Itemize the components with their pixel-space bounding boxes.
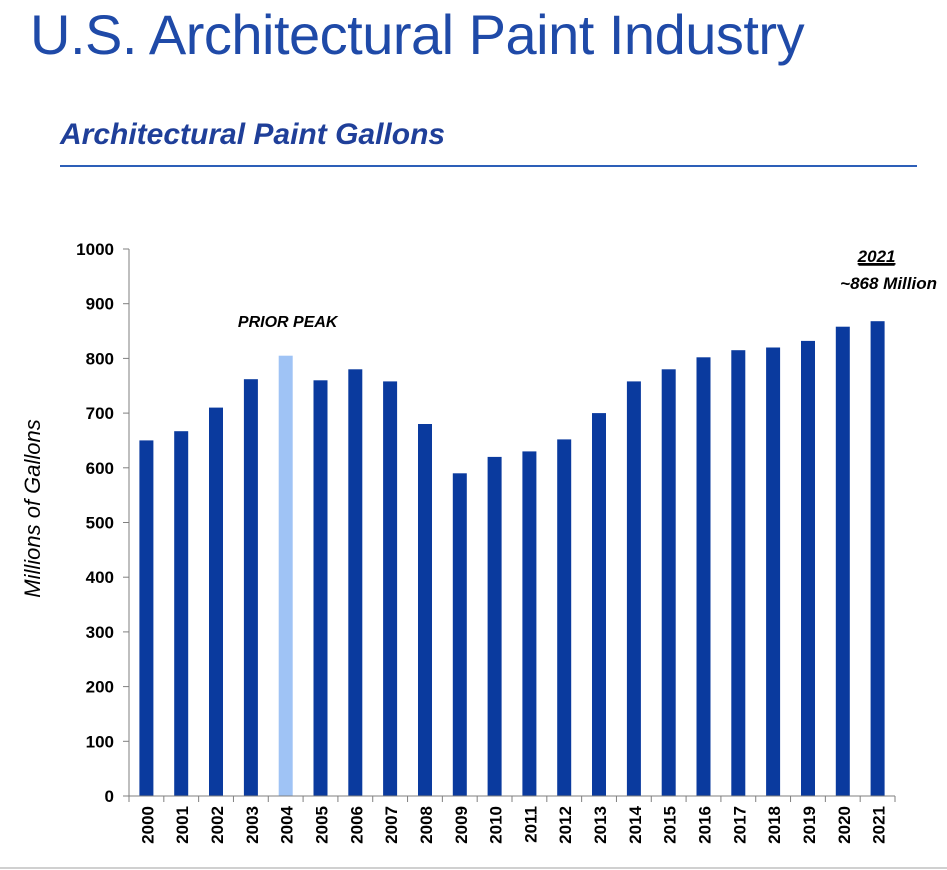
bar-2004 xyxy=(278,355,293,796)
y-axis-title: Millions of Gallons xyxy=(20,419,45,598)
annotation-prior-peak: PRIOR PEAK xyxy=(238,314,339,331)
bar-2020 xyxy=(835,326,850,796)
bar-2002 xyxy=(209,407,223,796)
title-divider xyxy=(60,165,917,167)
x-tick-label-2009: 2009 xyxy=(452,806,471,844)
x-tick-label-2015: 2015 xyxy=(661,806,680,844)
y-tick-label-600: 600 xyxy=(86,459,114,478)
x-tick-label-2003: 2003 xyxy=(243,806,262,844)
x-tick-label-2012: 2012 xyxy=(556,806,575,844)
bar-2017 xyxy=(731,350,746,796)
x-tick-label-2019: 2019 xyxy=(800,806,819,844)
bar-2012 xyxy=(557,439,572,796)
bar-2009 xyxy=(452,473,467,796)
x-tick-label-2008: 2008 xyxy=(417,806,436,844)
x-tick-label-2010: 2010 xyxy=(487,806,506,844)
x-tick-label-2013: 2013 xyxy=(591,806,610,844)
axes-group xyxy=(123,248,896,802)
x-tick-label-2001: 2001 xyxy=(173,806,192,844)
y-tick-label-0: 0 xyxy=(105,787,114,806)
y-tick-label-100: 100 xyxy=(86,732,114,751)
bar-2013 xyxy=(592,413,606,796)
y-tick-label-500: 500 xyxy=(86,514,114,533)
bar-2003 xyxy=(243,379,258,796)
bar-2014 xyxy=(626,381,641,796)
y-tick-label-300: 300 xyxy=(86,623,114,642)
bar-2001 xyxy=(174,431,189,796)
labels-group: 0 100 200 300 400 500 600 700 800 900 1000 2000 2001… xyxy=(20,240,937,844)
y-tick-label-1000: 1000 xyxy=(76,240,114,259)
x-tick-label-2004: 2004 xyxy=(278,805,297,843)
x-tick-label-2017: 2017 xyxy=(730,806,749,844)
bar-2008 xyxy=(418,424,432,796)
annotation-2021-value: ~868 Million xyxy=(840,274,937,293)
y-tick-label-200: 200 xyxy=(86,678,114,697)
chart-title: Architectural Paint Gallons xyxy=(60,118,446,151)
bars-group xyxy=(139,321,885,796)
bar-2000 xyxy=(139,440,154,796)
slide-title: U.S. Architectural Paint Industry xyxy=(30,3,805,66)
annotation-year-2021: 2021 xyxy=(857,247,896,266)
bar-2010 xyxy=(487,456,502,796)
bar-2015 xyxy=(661,369,676,796)
x-tick-label-2005: 2005 xyxy=(313,806,332,844)
bar-2005 xyxy=(313,380,328,796)
y-tick-label-900: 900 xyxy=(86,295,114,314)
y-tick-label-800: 800 xyxy=(86,349,114,368)
footer-divider xyxy=(0,867,947,869)
x-tick-label-2018: 2018 xyxy=(765,806,784,844)
y-tick-label-400: 400 xyxy=(86,568,114,587)
bar-2019 xyxy=(801,340,815,796)
bar-2007 xyxy=(383,381,398,796)
x-tick-label-2002: 2002 xyxy=(208,806,227,844)
x-tick-label-2011: 2011 xyxy=(521,806,540,843)
x-tick-label-2006: 2006 xyxy=(347,806,366,844)
x-tick-label-2007: 2007 xyxy=(382,806,401,844)
bar-2021 xyxy=(870,321,885,796)
bar-2006 xyxy=(348,369,363,796)
x-tick-label-2000: 2000 xyxy=(138,806,157,844)
x-tick-label-2016: 2016 xyxy=(696,806,715,844)
bar-2018 xyxy=(766,347,781,796)
y-tick-label-700: 700 xyxy=(86,404,114,423)
x-tick-label-2020: 2020 xyxy=(835,806,854,844)
bar-2011 xyxy=(522,451,537,796)
x-tick-label-2021: 2021 xyxy=(870,806,889,844)
x-tick-label-2014: 2014 xyxy=(626,805,645,843)
bar-2016 xyxy=(696,357,711,796)
